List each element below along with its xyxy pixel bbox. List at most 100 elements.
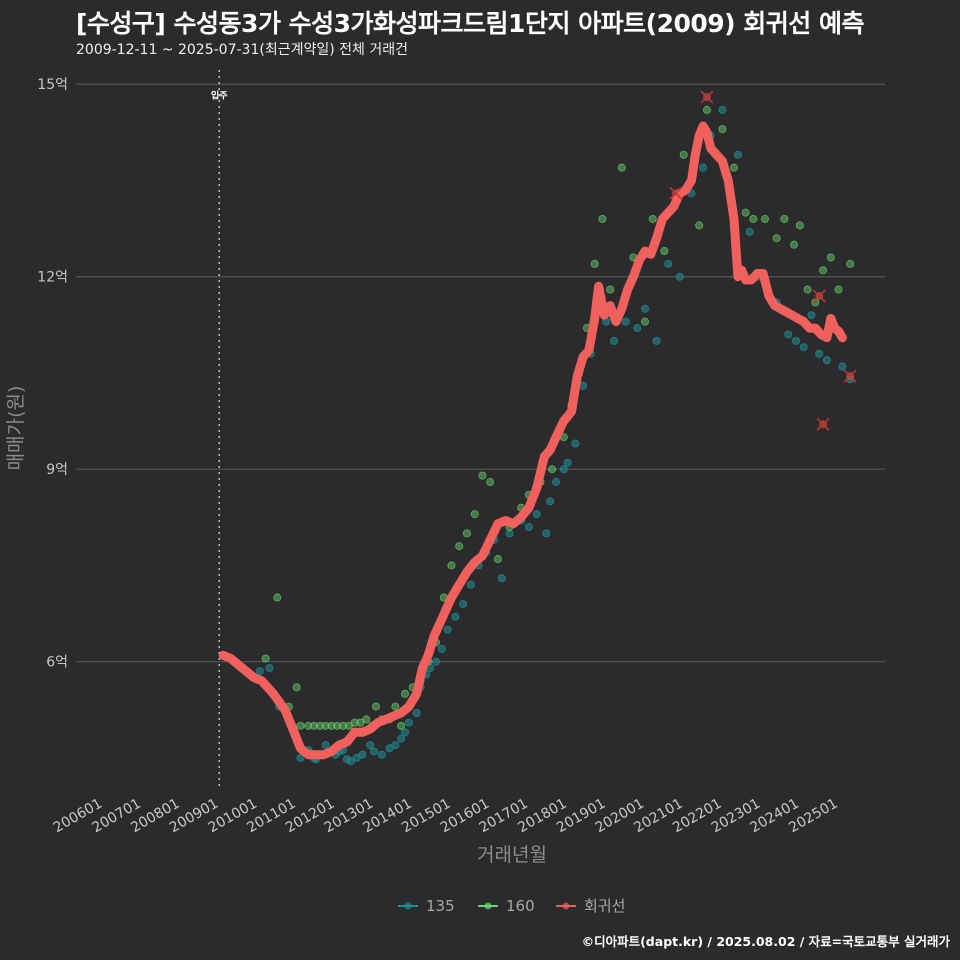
point-160	[826, 253, 835, 262]
point-135	[391, 741, 400, 750]
source-caption: ©디아파트(dapt.kr) / 2025.08.02 / 자료=국토교통부 실…	[581, 934, 950, 949]
point-135	[633, 324, 642, 333]
point-160	[718, 125, 727, 134]
point-160	[462, 529, 471, 538]
legend-dot	[404, 902, 412, 910]
point-160	[261, 654, 270, 663]
point-135	[431, 657, 440, 666]
point-160	[350, 718, 359, 727]
point-160	[362, 715, 371, 724]
point-160	[590, 259, 599, 268]
point-135	[377, 750, 386, 759]
point-160	[321, 721, 330, 730]
point-160	[641, 317, 650, 326]
point-135	[404, 718, 413, 727]
legend: 135 160 회귀선	[398, 897, 625, 915]
point-135	[366, 741, 375, 750]
point-135	[822, 356, 831, 365]
point-135	[466, 580, 475, 589]
point-135	[641, 304, 650, 313]
y-tick-label: 6억	[46, 655, 68, 671]
outlier-marker	[700, 90, 714, 104]
point-160	[315, 721, 324, 730]
point-135	[815, 349, 824, 358]
regression-outlier-markers	[669, 90, 857, 431]
point-160	[273, 593, 282, 602]
point-160	[292, 683, 301, 692]
legend-label: 135	[426, 897, 455, 915]
point-135	[838, 362, 847, 371]
point-135	[807, 311, 816, 320]
point-135	[571, 439, 580, 448]
point-160	[478, 471, 487, 480]
point-160	[695, 221, 704, 230]
outlier-marker	[669, 186, 683, 200]
point-160	[606, 285, 615, 294]
point-135	[546, 497, 555, 506]
point-160	[819, 266, 828, 275]
point-135	[652, 336, 661, 345]
point-160	[447, 561, 456, 570]
point-160	[598, 214, 607, 223]
point-160	[660, 247, 669, 256]
point-135	[799, 343, 808, 352]
point-135	[524, 522, 533, 531]
point-160	[834, 285, 843, 294]
point-160	[296, 721, 305, 730]
point-160	[648, 214, 657, 223]
y-tick-labels: 6억 9억 12억 15억	[37, 77, 68, 670]
move-in-label: 입주	[211, 89, 228, 101]
grid-lines	[76, 83, 885, 663]
outlier-cross-b	[700, 90, 714, 104]
outlier-marker	[843, 369, 857, 383]
outlier-cross-b	[669, 186, 683, 200]
point-160	[702, 105, 711, 114]
point-160	[327, 721, 336, 730]
point-135	[621, 317, 630, 326]
point-135	[532, 510, 541, 519]
chart-title: [수성구] 수성동3가 수성3가화성파크드림1단지 아파트(2009) 회귀선 …	[76, 9, 865, 38]
point-160	[304, 721, 313, 730]
point-135	[791, 336, 800, 345]
point-135	[437, 644, 446, 653]
outlier-cross-b	[812, 289, 826, 303]
point-160	[310, 721, 319, 730]
point-160	[803, 285, 812, 294]
point-160	[749, 214, 758, 223]
regression-line	[218, 121, 847, 760]
legend-dot	[484, 902, 492, 910]
point-160	[455, 542, 464, 551]
point-160	[397, 721, 406, 730]
point-160	[617, 163, 626, 172]
y-axis-title: 매매가(원)	[5, 386, 27, 471]
point-160	[486, 478, 495, 487]
point-160	[470, 510, 479, 519]
point-160	[401, 689, 410, 698]
point-135	[610, 336, 619, 345]
point-160	[339, 721, 348, 730]
point-160	[780, 214, 789, 223]
outlier-marker	[812, 289, 826, 303]
y-tick-label: 9억	[46, 462, 68, 478]
point-160	[772, 234, 781, 243]
outlier-marker	[816, 417, 830, 431]
move-in-annotation: 입주	[211, 70, 228, 790]
series-160-points	[261, 105, 855, 730]
point-160	[795, 221, 804, 230]
point-135	[784, 330, 793, 339]
point-135	[358, 750, 367, 759]
point-160	[741, 208, 750, 217]
point-135	[664, 259, 673, 268]
point-135	[559, 465, 568, 474]
point-160	[790, 240, 799, 249]
regression-path	[218, 121, 847, 760]
point-135	[699, 163, 708, 172]
point-135	[397, 734, 406, 743]
point-135	[296, 753, 305, 762]
point-160	[730, 163, 739, 172]
point-160	[548, 465, 557, 474]
y-tick-label: 12억	[37, 270, 68, 286]
legend-dot	[562, 902, 570, 910]
